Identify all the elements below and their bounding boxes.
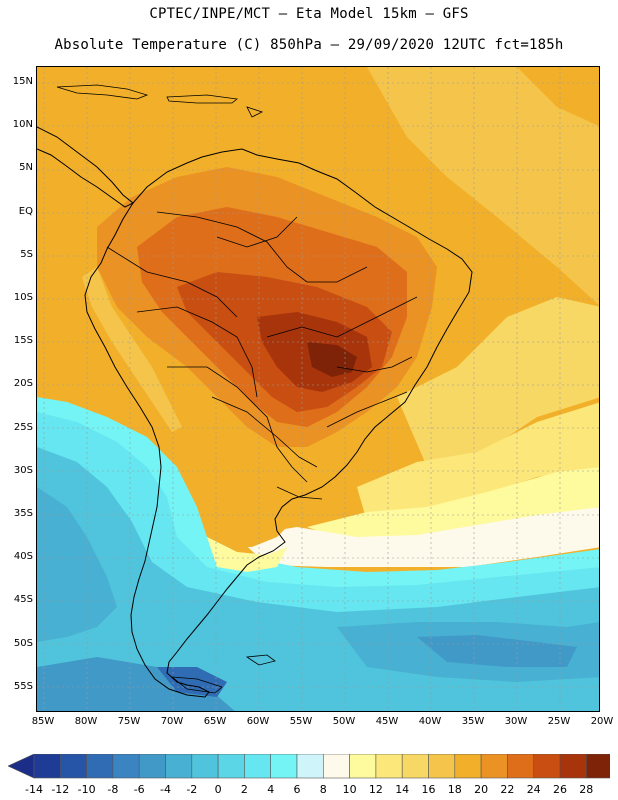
lat-label: 55S — [13, 680, 33, 692]
caribbean-islands — [56, 84, 264, 118]
lon-label: 20W — [590, 716, 614, 727]
lon-label: 25W — [547, 716, 571, 727]
colorbar-label: 10 — [342, 783, 357, 796]
colorbar-label: 6 — [293, 783, 301, 796]
colorbar-label: 26 — [553, 783, 567, 796]
colorbar-swatch — [296, 754, 324, 779]
lon-label: 75W — [117, 716, 141, 727]
lon-label: 30W — [504, 716, 528, 727]
lon-label: 55W — [289, 716, 313, 727]
field-atl-yellow-2 — [357, 402, 599, 522]
colorbar-swatch — [401, 754, 429, 779]
lon-label: 70W — [160, 716, 184, 727]
colorbar-label: -4 — [160, 783, 171, 796]
colorbar-label: 24 — [526, 783, 541, 796]
colorbar-label: -8 — [107, 783, 119, 796]
lat-label: 20S — [13, 378, 33, 390]
map-svg — [37, 67, 599, 711]
title-line-2: Absolute Temperature (C) 850hPa – 29/09/… — [54, 37, 564, 53]
lon-label: 80W — [74, 716, 98, 727]
colorbar-swatch — [375, 754, 403, 779]
lat-label: 15S — [13, 335, 33, 347]
lat-label: 5S — [20, 248, 33, 260]
field-ne-corner — [517, 67, 599, 127]
colorbar-swatch — [533, 754, 561, 779]
field-atl-cold-core — [417, 635, 577, 667]
colorbar-swatch — [191, 754, 219, 779]
colorbar-label: 22 — [500, 783, 515, 796]
colorbar-swatch — [165, 754, 193, 779]
lat-label: 10N — [12, 119, 33, 131]
lon-label: 35W — [461, 716, 485, 727]
lon-label: 85W — [31, 716, 55, 727]
colorbar-label: 4 — [267, 783, 275, 796]
colorbar-label: -10 — [77, 783, 96, 796]
colorbar-label: 8 — [319, 783, 327, 796]
colorbar-label: -12 — [51, 783, 70, 796]
colorbar-swatch — [454, 754, 482, 779]
colorbar-label: -6 — [133, 783, 145, 796]
field-pacific-cold — [37, 487, 117, 642]
lon-label: 60W — [246, 716, 270, 727]
central-america-coastline — [37, 126, 134, 208]
lat-label: 30S — [13, 464, 33, 476]
colorbar-swatch — [585, 754, 610, 779]
colorbar-swatch — [138, 754, 166, 779]
colorbar-label: -2 — [186, 783, 198, 796]
colorbar-label: -14 — [25, 783, 43, 796]
lat-label: 5N — [19, 162, 33, 174]
field-patagonia-warm — [207, 537, 287, 572]
field-atl-yellow-3 — [307, 467, 599, 545]
colorbar-swatch — [559, 754, 587, 779]
colorbar-label: 16 — [421, 783, 436, 796]
colorbar-swatch — [322, 754, 350, 779]
field-ne-band — [367, 67, 599, 306]
field-sw-cold — [37, 657, 235, 711]
lon-label: 45W — [375, 716, 399, 727]
field-cream-band — [237, 507, 599, 567]
field-atl-yellow-1 — [397, 297, 599, 467]
lat-label: 50S — [13, 637, 33, 649]
country-borders — [106, 211, 418, 500]
lat-label: 40S — [13, 551, 33, 563]
colorbar-swatch — [86, 754, 114, 779]
tierra-del-fuego — [170, 676, 223, 694]
lat-label: 10S — [13, 292, 33, 303]
colorbar-label: 18 — [447, 783, 462, 796]
south-america-coastline — [84, 148, 473, 698]
field-argentina-warm — [167, 412, 292, 547]
colorbar-label: 20 — [474, 783, 489, 796]
colorbar-swatch — [244, 754, 271, 779]
lat-label: 45S — [13, 594, 33, 606]
colorbar-swatch — [428, 754, 456, 779]
graticule — [37, 67, 599, 711]
field-andes-strip — [82, 267, 182, 432]
colorbar-swatch — [59, 754, 87, 779]
colorbar-swatch — [349, 754, 377, 779]
lat-label: 25S — [13, 421, 33, 433]
colorbar-label: 2 — [240, 783, 248, 796]
lon-label: 65W — [203, 716, 227, 727]
lat-label: 35S — [13, 508, 33, 519]
field-drake-core — [157, 667, 227, 697]
lat-label: 15N — [12, 76, 33, 87]
lat-label: EQ — [18, 205, 33, 217]
colorbar-swatch — [507, 754, 534, 779]
colorbar-swatch — [112, 754, 140, 779]
colorbar-swatch — [270, 754, 298, 779]
colorbar-label: 28 — [579, 783, 594, 796]
temperature-map — [36, 66, 600, 712]
falkland-islands — [245, 654, 276, 666]
colorbar-swatch — [217, 754, 245, 779]
lon-label: 50W — [332, 716, 356, 727]
colorbar-low-arrow — [8, 754, 35, 779]
lon-label: 40W — [418, 716, 442, 727]
colorbar-label: 12 — [368, 783, 383, 796]
colorbar-label: 14 — [395, 783, 410, 796]
colorbar — [8, 754, 610, 779]
title-line-1: CPTEC/INPE/MCT – Eta Model 15km – GFS — [149, 6, 469, 22]
colorbar-swatch — [480, 754, 508, 779]
colorbar-swatch — [33, 754, 61, 779]
colorbar-label: 0 — [214, 783, 222, 796]
